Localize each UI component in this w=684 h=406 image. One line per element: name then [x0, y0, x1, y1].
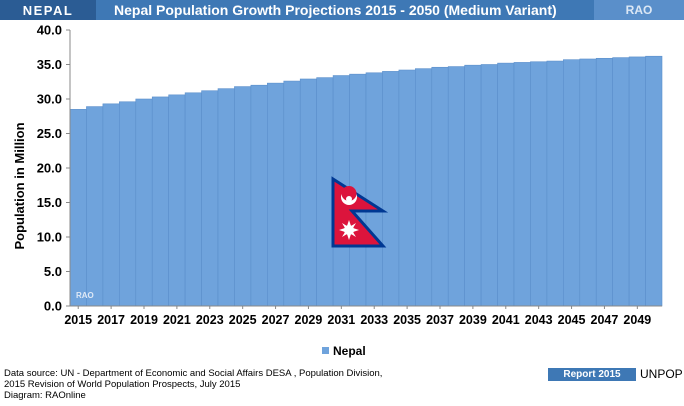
x-tick-label: 2019: [130, 313, 158, 327]
header-bar: NEPAL Nepal Population Growth Projection…: [0, 0, 684, 20]
bar-2047: [595, 57, 613, 307]
y-tick-label: 25.0: [37, 126, 62, 141]
bar-2033: [365, 72, 383, 307]
bar-2020: [151, 96, 169, 307]
bar-2035: [398, 69, 416, 307]
bar-2042: [513, 62, 531, 307]
y-tick-label: 0.0: [44, 299, 62, 314]
legend: Nepal: [322, 344, 366, 358]
bar-2018: [119, 101, 137, 307]
bar-2044: [546, 60, 564, 307]
bar-2028: [283, 80, 301, 307]
x-tick-label: 2029: [295, 313, 323, 327]
x-tick-label: 2045: [558, 313, 586, 327]
axes: 0.0 5.0 10.0 15.0 20.0 25.0 30.0 35.0 40.0 2015 20…: [37, 23, 662, 327]
bar-group: [69, 55, 663, 307]
bar-2022: [184, 92, 202, 307]
diagram-credit: Diagram: RAOnline: [4, 390, 86, 401]
chart-title: Nepal Population Growth Projections 2015…: [114, 2, 557, 18]
bar-2045: [563, 59, 581, 307]
bar-2046: [579, 58, 597, 307]
bar-2034: [382, 71, 400, 307]
x-tick-label: 2017: [97, 313, 125, 327]
bar-2036: [415, 68, 433, 307]
watermark-text: RAO: [76, 291, 94, 300]
bar-2040: [480, 64, 498, 307]
bar-2027: [267, 82, 285, 307]
footer-source: Data source: UN - Department of Economic…: [4, 368, 382, 401]
bar-2038: [447, 66, 465, 307]
y-tick-label: 35.0: [37, 57, 62, 72]
x-tick-label: 2023: [196, 313, 224, 327]
bar-2026: [250, 84, 268, 307]
bar-2023: [201, 90, 219, 307]
bar-2017: [102, 103, 120, 307]
bar-2021: [168, 94, 186, 307]
bar-2048: [612, 57, 630, 307]
x-tick-label: 2025: [229, 313, 257, 327]
x-tick-label: 2033: [360, 313, 388, 327]
y-axis-label: Population in Million: [12, 122, 27, 249]
bar-2037: [431, 66, 449, 307]
bar-2050: [645, 55, 663, 307]
organization-label: UNPOP: [640, 367, 683, 381]
source-line-1: Data source: UN - Department of Economic…: [4, 368, 383, 379]
x-tick-label: 2027: [262, 313, 290, 327]
x-tick-label: 2043: [525, 313, 553, 327]
x-tick-label: 2037: [426, 313, 454, 327]
legend-label-nepal: Nepal: [333, 344, 366, 358]
y-tick-label: 15.0: [37, 195, 62, 210]
source-line-2: 2015 Revision of World Population Prospe…: [4, 379, 241, 390]
y-tick-label: 40.0: [37, 23, 62, 38]
bar-2015: [69, 109, 87, 307]
population-chart: 0.0 5.0 10.0 15.0 20.0 25.0 30.0 35.0 40.0 2015 20…: [12, 23, 663, 358]
bar-2030: [316, 77, 334, 307]
report-badge: Report 2015: [548, 368, 636, 381]
bar-2025: [234, 86, 252, 307]
x-tick-label: 2021: [163, 313, 191, 327]
y-tick-label: 20.0: [37, 161, 62, 176]
bar-2019: [135, 98, 153, 307]
bar-2016: [86, 106, 104, 307]
x-tick-label: 2049: [623, 313, 651, 327]
nepal-flag-icon: [331, 176, 389, 248]
x-tick-label: 2047: [591, 313, 619, 327]
bar-2049: [628, 56, 646, 307]
y-tick-label: 10.0: [37, 230, 62, 245]
country-label: NEPAL: [0, 0, 96, 20]
x-tick-label: 2015: [64, 313, 92, 327]
x-tick-label: 2041: [492, 313, 520, 327]
y-tick-label: 30.0: [37, 92, 62, 107]
y-tick-label: 5.0: [44, 264, 62, 279]
brand-label: RAO: [594, 0, 684, 20]
bar-2041: [497, 62, 515, 307]
bar-2024: [217, 88, 235, 307]
bar-2043: [530, 61, 548, 307]
bar-2039: [464, 64, 482, 307]
bar-2029: [299, 78, 317, 307]
x-tick-label: 2031: [327, 313, 355, 327]
x-tick-label: 2039: [459, 313, 487, 327]
x-tick-label: 2035: [393, 313, 421, 327]
legend-swatch-nepal: [322, 347, 329, 354]
